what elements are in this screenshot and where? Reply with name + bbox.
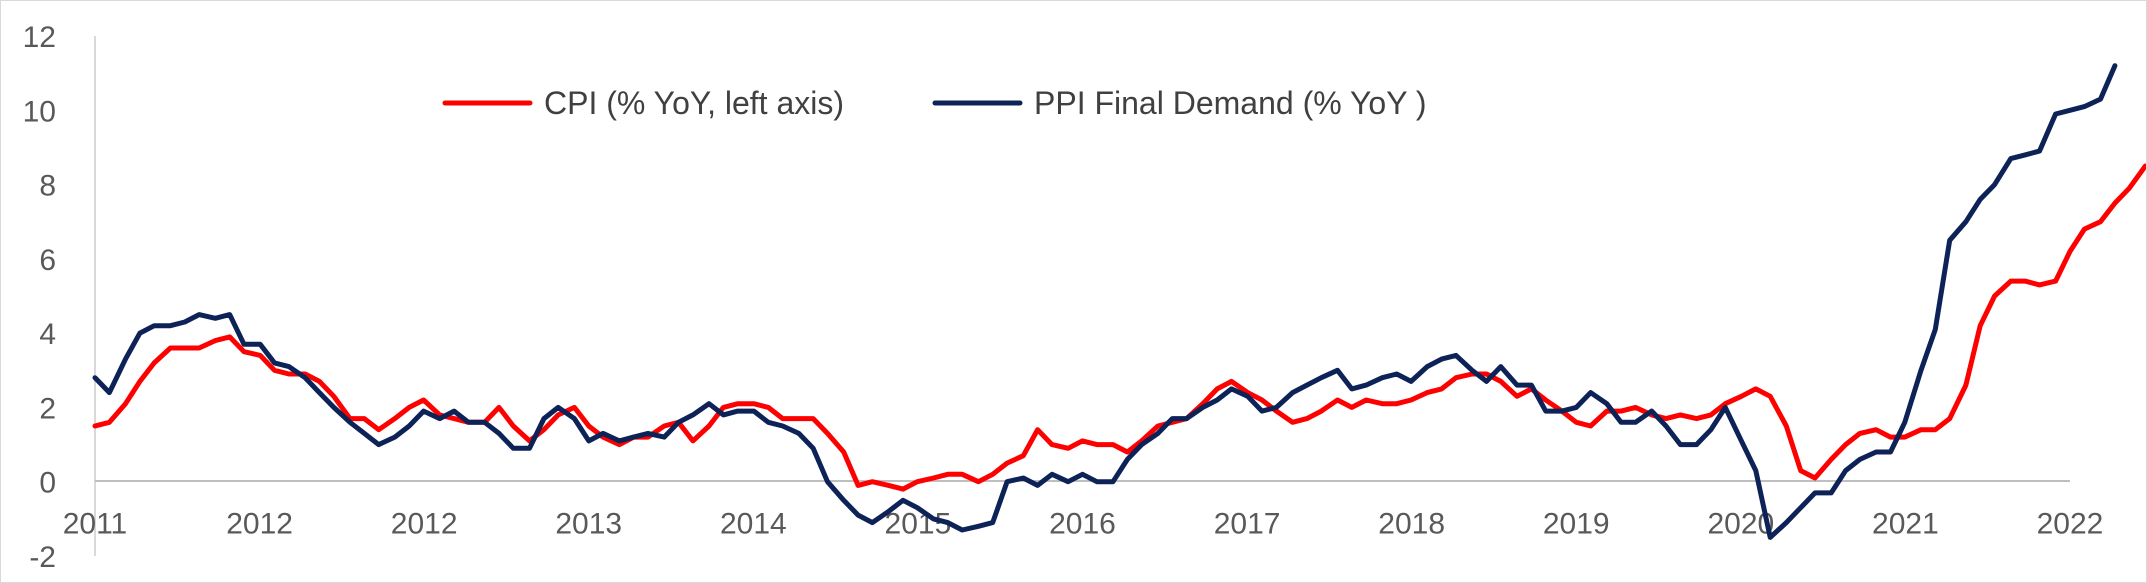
y-tick-label: 0 <box>39 467 56 500</box>
x-tick-label: 2016 <box>1049 508 1116 541</box>
y-tick-labels: -2 0 2 4 6 8 10 12 <box>23 21 56 574</box>
legend-label: CPI (% YoY, left axis) <box>544 85 844 121</box>
y-tick-label: 10 <box>23 95 56 128</box>
plot-frame <box>94 36 2070 556</box>
y-tick-label: 12 <box>23 21 56 54</box>
x-tick-labels: 2011 2012 2012 2013 2014 2015 2016 2017 2018 2019… <box>63 508 2104 541</box>
x-tick-label: 2015 <box>885 508 952 541</box>
x-tick-label: 2012 <box>226 508 293 541</box>
x-tick-label: 2012 <box>391 508 458 541</box>
x-tick-label: 2013 <box>555 508 622 541</box>
legend: CPI (% YoY, left axis) PPI Final Demand (… <box>442 85 1427 121</box>
x-tick-label: 2014 <box>720 508 787 541</box>
x-tick-label: 2017 <box>1214 508 1281 541</box>
x-tick-label: 2018 <box>1378 508 1445 541</box>
y-tick-label: 8 <box>39 170 56 203</box>
ppi-series-line <box>92 63 2118 540</box>
cpi-series-line <box>92 163 2147 492</box>
legend-label: PPI Final Demand (% YoY ) <box>1034 85 1427 121</box>
x-tick-label: 2022 <box>2037 508 2104 541</box>
y-tick-label: 6 <box>39 244 56 277</box>
y-tick-label: -2 <box>29 541 56 574</box>
series-lines <box>92 63 2147 540</box>
x-tick-label: 2021 <box>1872 508 1939 541</box>
x-tick-label: 2011 <box>63 508 128 541</box>
y-tick-label: 2 <box>39 392 56 425</box>
x-tick-label: 2019 <box>1543 508 1610 541</box>
y-tick-label: 4 <box>39 318 56 351</box>
